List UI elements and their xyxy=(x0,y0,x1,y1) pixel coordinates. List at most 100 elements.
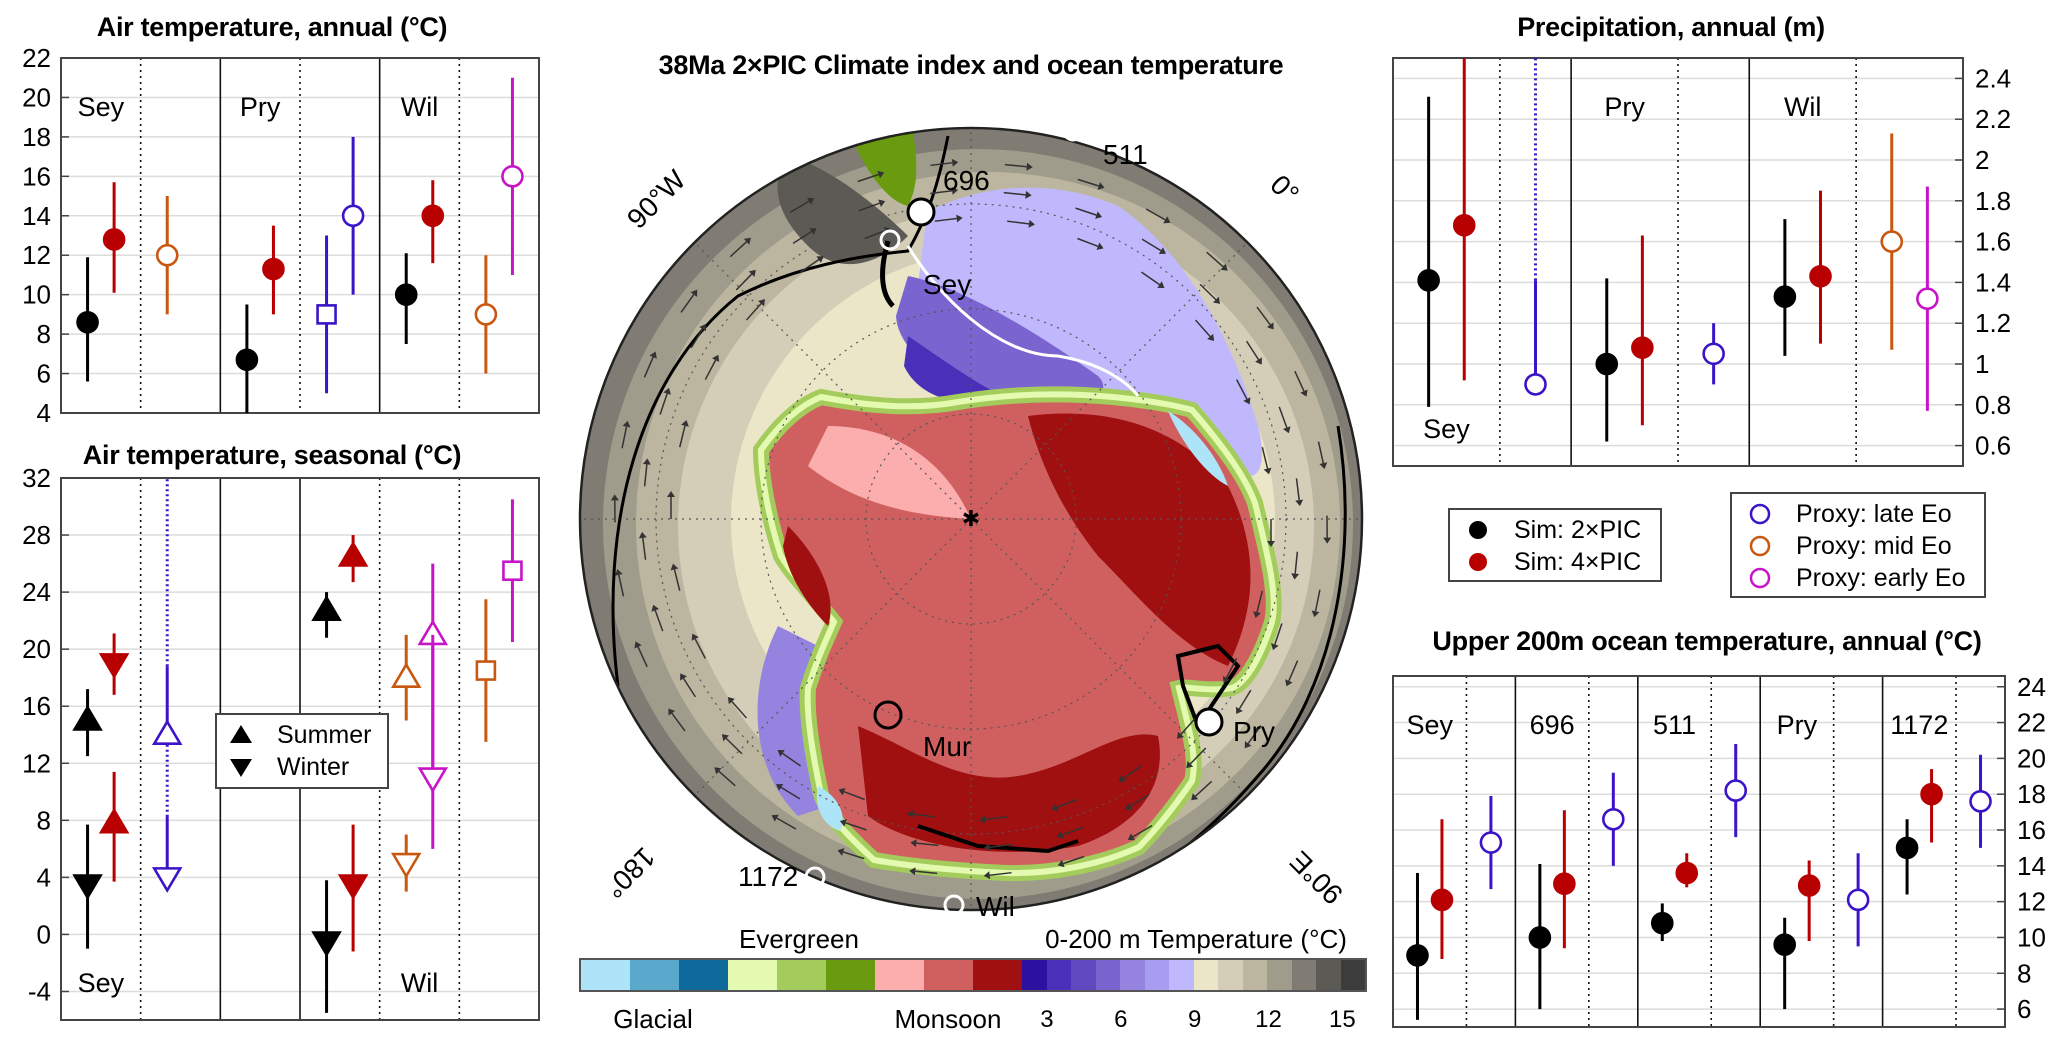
wind-arrow-icon xyxy=(642,458,651,487)
ocean-temp-chart: 6 8 10 12 14 16 18 20 22 24 Sey 696 511 Pry 1172 xyxy=(1392,672,2046,1028)
site-marker-1172[interactable] xyxy=(804,866,826,888)
wind-arrow-icon xyxy=(1261,447,1272,475)
y-tick-label: 32 xyxy=(22,463,51,493)
legend-label: Winter xyxy=(277,752,350,781)
marker-open-circle xyxy=(1969,790,1992,813)
marker-filled-circle xyxy=(262,257,285,281)
data-point xyxy=(72,689,103,757)
data-point xyxy=(151,816,183,893)
longitude-label-90e: 90°E xyxy=(1284,845,1349,910)
data-point xyxy=(1631,235,1654,426)
data-point xyxy=(1650,903,1674,942)
marker-filled-tri-up xyxy=(98,807,130,834)
wind-arrow-icon xyxy=(1077,237,1104,251)
wind-arrow-icon xyxy=(1077,178,1105,190)
marker-filled-circle xyxy=(1895,836,1919,860)
colorbar-cell-temperature xyxy=(1267,960,1292,990)
marker-open-circle xyxy=(1479,831,1503,854)
data-point xyxy=(102,182,126,293)
wil-outline xyxy=(917,824,1079,854)
data-point xyxy=(1524,58,1547,396)
site-label-mur: Mur xyxy=(923,731,971,762)
dark-red-monsoon-east xyxy=(1028,413,1251,666)
proxy-legend: Proxy: late Eo Proxy: mid Eo Proxy: earl… xyxy=(1730,492,1986,598)
site-marker-511[interactable] xyxy=(1062,120,1084,142)
y-tick-label: 8 xyxy=(2017,958,2031,988)
marker-open-circle xyxy=(1602,807,1625,831)
wind-arrow-icon xyxy=(858,199,886,212)
colorbar-label-monsoon: Monsoon xyxy=(894,1004,1002,1034)
site-marker-696[interactable] xyxy=(906,197,936,227)
map-title: 38Ma 2×PIC Climate index and ocean tempe… xyxy=(658,50,1284,80)
site-label: Wil xyxy=(1784,92,1821,122)
data-point xyxy=(475,599,497,742)
colorbar-cell-climate xyxy=(777,960,826,990)
wind-arrow-icon xyxy=(634,641,648,668)
marker-open-tri-up xyxy=(390,662,422,688)
marker-filled-tri-down xyxy=(311,931,342,958)
data-point xyxy=(1602,772,1625,866)
wind-arrow-icon xyxy=(1244,725,1262,749)
marker-open-circle xyxy=(474,303,498,326)
wind-arrow-icon xyxy=(979,815,1008,824)
marker-filled-circle xyxy=(1452,213,1476,237)
wind-arrows xyxy=(610,158,1332,880)
wind-arrow-icon xyxy=(910,839,939,848)
evergreen-patch xyxy=(848,131,917,206)
filled-circle-icon xyxy=(1469,521,1487,539)
marker-open-square xyxy=(316,304,337,325)
wind-arrow-icon xyxy=(1235,379,1251,405)
colorbar-cell-temperature xyxy=(1022,960,1047,990)
marker-open-circle xyxy=(1880,230,1904,253)
axes-frame xyxy=(1392,57,1964,467)
colorbar-cell-temperature xyxy=(1316,960,1341,990)
wind-arrow-icon xyxy=(643,351,657,378)
wind-arrow-icon xyxy=(1145,208,1171,224)
wind-arrow-icon xyxy=(610,494,619,523)
site-marker-wil[interactable] xyxy=(943,894,965,916)
site-marker-mur[interactable] xyxy=(873,700,903,730)
y-tick-label: 24 xyxy=(2017,672,2046,702)
colorbar-label-glacial: Glacial xyxy=(613,1004,693,1034)
legend-item-proxy-mid: Proxy: mid Eo xyxy=(1746,530,1970,562)
site-marker-pry[interactable] xyxy=(1194,707,1224,737)
colorbar-cell-temperature xyxy=(1071,960,1096,990)
marker-filled-circle xyxy=(102,228,126,251)
data-point xyxy=(235,304,259,413)
y-tick-label: 4 xyxy=(37,398,51,428)
south-pole-icon: ✱ xyxy=(962,506,980,531)
white-contour-line xyxy=(906,245,1140,397)
site-label: Pry xyxy=(240,92,281,122)
colorbar-tick-label: 3 xyxy=(1040,1006,1054,1033)
annual-air-temp-chart: 4 6 8 10 12 14 16 18 20 22 Sey Pry Wil xyxy=(22,43,540,428)
data-point xyxy=(1797,860,1821,942)
y-tick-label: 12 xyxy=(22,748,51,778)
site-label-sey: Sey xyxy=(923,269,971,300)
marker-filled-circle xyxy=(1797,874,1821,897)
legend-label: Proxy: mid Eo xyxy=(1796,531,1952,560)
marker-open-tri-down xyxy=(151,867,183,893)
site-label: Wil xyxy=(401,92,438,122)
site-label: Pry xyxy=(1604,92,1645,122)
seasonal-air-temp-title: Air temperature, seasonal (°C) xyxy=(82,440,462,470)
legend-item-proxy-early: Proxy: early Eo xyxy=(1746,562,1970,594)
marker-open-tri-up xyxy=(151,719,183,746)
marker-filled-tri-up xyxy=(311,595,342,621)
wind-arrow-icon xyxy=(792,228,817,245)
y-tick-label: 4 xyxy=(37,862,51,892)
axes-frame xyxy=(1392,675,2006,1028)
marker-open-circle xyxy=(1724,779,1748,802)
data-point xyxy=(151,478,183,817)
site-label-696: 696 xyxy=(943,165,990,196)
legend-label: Summer xyxy=(277,720,372,749)
wind-arrow-icon xyxy=(680,289,698,313)
colorbar-cell-climate xyxy=(728,960,777,990)
y-tick-label: 8 xyxy=(37,805,51,835)
y-tick-label: 0 xyxy=(37,919,51,949)
site-marker-sey[interactable] xyxy=(879,229,901,251)
pink-monsoon-zone xyxy=(808,426,971,519)
data-point xyxy=(1724,744,1748,838)
data-point xyxy=(1702,323,1725,385)
marker-filled-tri-down xyxy=(337,874,369,901)
wind-arrow-icon xyxy=(1294,370,1308,397)
